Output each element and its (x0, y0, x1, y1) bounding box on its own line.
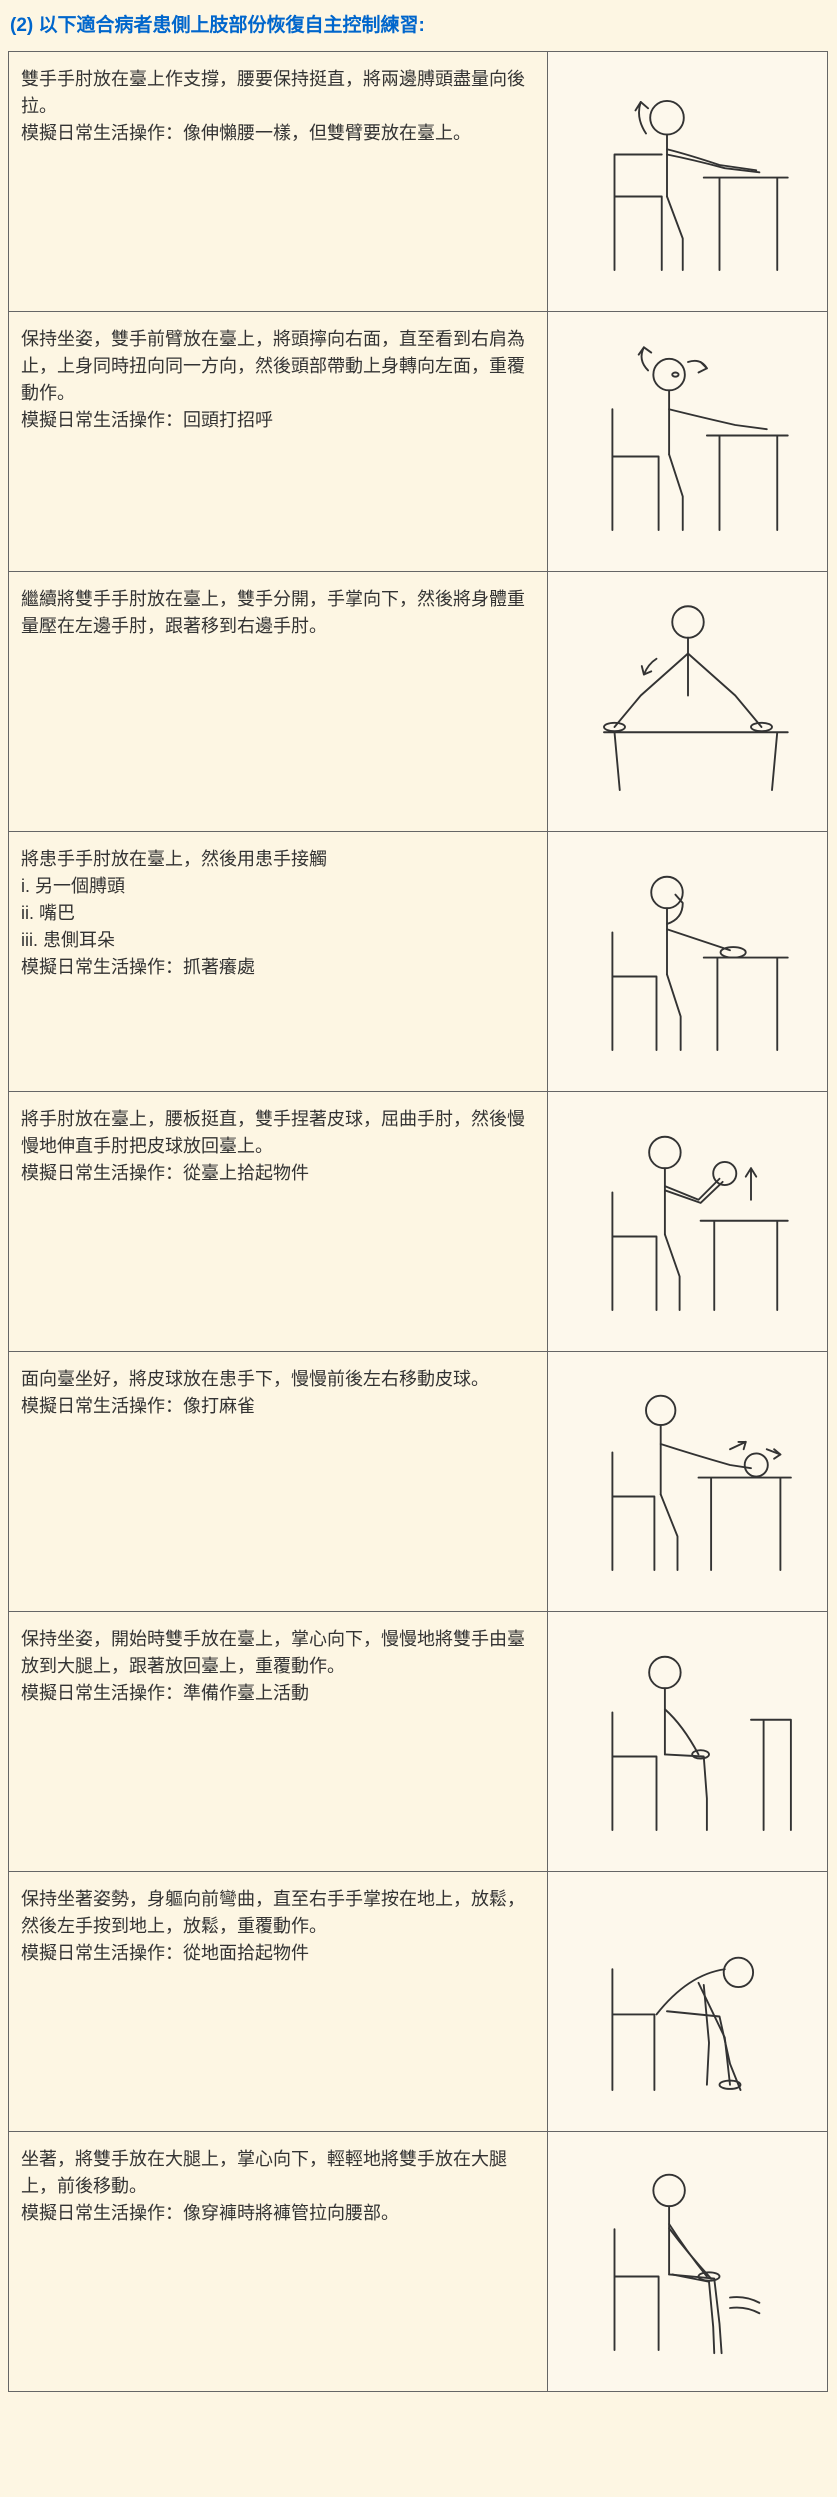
exercise-illustration-5 (583, 1106, 793, 1326)
exercise-description: 將患手手肘放在臺上，然後用患手接觸 i. 另一個膊頭 ii. 嘴巴 iii. 患… (21, 846, 535, 981)
exercise-text-cell: 面向臺坐好，將皮球放在患手下，慢慢前後左右移動皮球。 模擬日常生活操作：像打麻雀 (9, 1351, 548, 1611)
exercise-description: 保持坐姿，雙手前臂放在臺上，將頭擰向右面，直至看到右肩為止，上身同時扭向同一方向… (21, 326, 535, 434)
exercise-image-cell (548, 1351, 828, 1611)
exercise-text-cell: 將手肘放在臺上，腰板挺直，雙手捏著皮球，屈曲手肘，然後慢慢地伸直手肘把皮球放回臺… (9, 1091, 548, 1351)
section-title: (2) 以下適合病者患側上肢部份恢復自主控制練習: (0, 0, 837, 51)
exercise-description: 保持坐著姿勢，身軀向前彎曲，直至右手手掌按在地上，放鬆，然後左手按到地上，放鬆，… (21, 1886, 535, 1967)
exercise-text-cell: 繼續將雙手手肘放在臺上，雙手分開，手掌向下，然後將身體重量壓在左邊手肘，跟著移到… (9, 571, 548, 831)
exercise-illustration-7 (583, 1626, 793, 1846)
exercise-description: 坐著，將雙手放在大腿上，掌心向下，輕輕地將雙手放在大腿上，前後移動。 模擬日常生… (21, 2146, 535, 2227)
exercise-illustration-3 (583, 586, 793, 806)
exercise-illustration-4 (583, 846, 793, 1066)
exercise-image-cell (548, 1871, 828, 2131)
exercise-image-cell (548, 571, 828, 831)
exercise-text-cell: 將患手手肘放在臺上，然後用患手接觸 i. 另一個膊頭 ii. 嘴巴 iii. 患… (9, 831, 548, 1091)
table-row: 保持坐姿，雙手前臂放在臺上，將頭擰向右面，直至看到右肩為止，上身同時扭向同一方向… (9, 311, 828, 571)
exercise-text-cell: 保持坐姿，雙手前臂放在臺上，將頭擰向右面，直至看到右肩為止，上身同時扭向同一方向… (9, 311, 548, 571)
exercise-text-cell: 坐著，將雙手放在大腿上，掌心向下，輕輕地將雙手放在大腿上，前後移動。 模擬日常生… (9, 2131, 548, 2391)
table-row: 面向臺坐好，將皮球放在患手下，慢慢前後左右移動皮球。 模擬日常生活操作：像打麻雀 (9, 1351, 828, 1611)
exercise-image-cell (548, 1611, 828, 1871)
exercise-image-cell (548, 2131, 828, 2391)
exercise-table: 雙手手肘放在臺上作支撐，腰要保持挺直，將兩邊膊頭盡量向後拉。 模擬日常生活操作：… (8, 51, 828, 2392)
exercise-text-cell: 保持坐著姿勢，身軀向前彎曲，直至右手手掌按在地上，放鬆，然後左手按到地上，放鬆，… (9, 1871, 548, 2131)
exercise-image-cell (548, 311, 828, 571)
exercise-illustration-2 (583, 326, 793, 546)
exercise-text-cell: 保持坐姿，開始時雙手放在臺上，掌心向下，慢慢地將雙手由臺放到大腿上，跟著放回臺上… (9, 1611, 548, 1871)
exercise-description: 保持坐姿，開始時雙手放在臺上，掌心向下，慢慢地將雙手由臺放到大腿上，跟著放回臺上… (21, 1626, 535, 1707)
exercise-illustration-1 (583, 66, 793, 286)
exercise-image-cell (548, 1091, 828, 1351)
page-container: (2) 以下適合病者患側上肢部份恢復自主控制練習: 雙手手肘放在臺上作支撐，腰要… (0, 0, 837, 2392)
exercise-description: 雙手手肘放在臺上作支撐，腰要保持挺直，將兩邊膊頭盡量向後拉。 模擬日常生活操作：… (21, 66, 535, 147)
exercise-description: 繼續將雙手手肘放在臺上，雙手分開，手掌向下，然後將身體重量壓在左邊手肘，跟著移到… (21, 586, 535, 640)
exercise-text-cell: 雙手手肘放在臺上作支撐，腰要保持挺直，將兩邊膊頭盡量向後拉。 模擬日常生活操作：… (9, 51, 548, 311)
exercise-description: 將手肘放在臺上，腰板挺直，雙手捏著皮球，屈曲手肘，然後慢慢地伸直手肘把皮球放回臺… (21, 1106, 535, 1187)
table-row: 將患手手肘放在臺上，然後用患手接觸 i. 另一個膊頭 ii. 嘴巴 iii. 患… (9, 831, 828, 1091)
exercise-illustration-9 (583, 2146, 793, 2366)
exercise-image-cell (548, 51, 828, 311)
exercise-illustration-8 (583, 1886, 793, 2106)
table-row: 雙手手肘放在臺上作支撐，腰要保持挺直，將兩邊膊頭盡量向後拉。 模擬日常生活操作：… (9, 51, 828, 311)
table-row: 坐著，將雙手放在大腿上，掌心向下，輕輕地將雙手放在大腿上，前後移動。 模擬日常生… (9, 2131, 828, 2391)
exercise-illustration-6 (583, 1366, 793, 1586)
table-row: 保持坐姿，開始時雙手放在臺上，掌心向下，慢慢地將雙手由臺放到大腿上，跟著放回臺上… (9, 1611, 828, 1871)
table-row: 保持坐著姿勢，身軀向前彎曲，直至右手手掌按在地上，放鬆，然後左手按到地上，放鬆，… (9, 1871, 828, 2131)
exercise-image-cell (548, 831, 828, 1091)
table-row: 繼續將雙手手肘放在臺上，雙手分開，手掌向下，然後將身體重量壓在左邊手肘，跟著移到… (9, 571, 828, 831)
table-row: 將手肘放在臺上，腰板挺直，雙手捏著皮球，屈曲手肘，然後慢慢地伸直手肘把皮球放回臺… (9, 1091, 828, 1351)
exercise-description: 面向臺坐好，將皮球放在患手下，慢慢前後左右移動皮球。 模擬日常生活操作：像打麻雀 (21, 1366, 535, 1420)
